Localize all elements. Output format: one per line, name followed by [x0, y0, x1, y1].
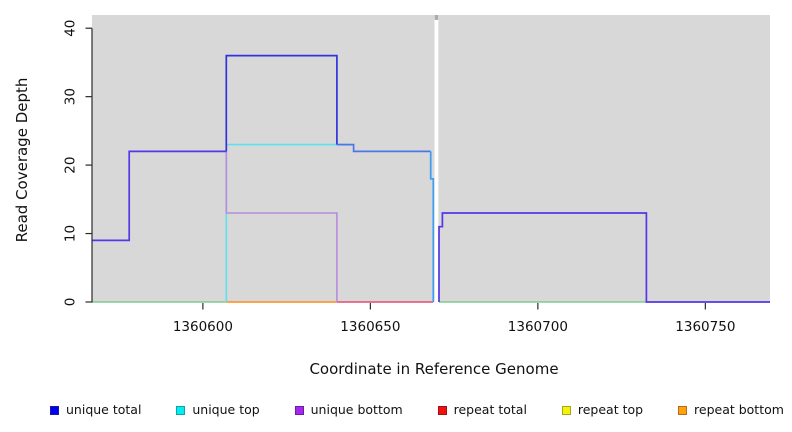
legend-swatch-icon — [294, 405, 304, 415]
legend-item-repeat-top: repeat top — [561, 401, 644, 417]
y-tick-label: 20 — [63, 157, 79, 174]
unique-total-royalblue-line — [336, 143, 431, 153]
legend-swatch-icon — [678, 405, 688, 415]
legend-swatch-icon — [437, 405, 447, 415]
legend-swatch-icon — [561, 405, 571, 415]
x-axis-title: Coordinate in Reference Genome — [309, 360, 558, 378]
unique-total-violet-right-line — [438, 212, 770, 303]
legend-label: unique bottom — [310, 401, 403, 417]
gap-top-stub — [434, 15, 438, 20]
legend-item-repeat-bottom: repeat bottom — [678, 401, 784, 417]
legend-swatch-icon — [176, 405, 186, 415]
y-tick-label: 40 — [63, 20, 79, 37]
legend-swatch-icon — [50, 405, 59, 415]
chart-legend: unique total unique top unique bottom repea… — [0, 397, 792, 423]
x-tick-label: 1360700 — [508, 319, 568, 335]
masked-gap-band — [434, 15, 439, 303]
axis-layer: 0 10 20 30 40 1360600 1360650 1360700 1360750 — [63, 20, 736, 335]
y-tick-label: 30 — [63, 88, 79, 105]
legend-label: unique top — [192, 401, 260, 417]
y-tick-label: 0 — [63, 298, 79, 307]
legend-label: unique total — [66, 401, 142, 417]
y-axis-title: Read Coverage Depth — [13, 78, 31, 243]
x-tick-label: 1360750 — [675, 319, 735, 335]
legend-label: repeat total — [453, 401, 527, 417]
legend-item-unique-total: unique total — [50, 401, 142, 417]
legend-item-unique-bottom: unique bottom — [294, 401, 403, 417]
unique-total-brightblue-line — [429, 151, 435, 302]
y-tick-label: 10 — [63, 225, 79, 242]
unique-bottom-purple-line — [225, 151, 338, 302]
legend-label: repeat top — [577, 401, 644, 417]
legend-label: repeat bottom — [694, 401, 784, 417]
series-layer — [92, 54, 770, 303]
x-tick-label: 1360650 — [340, 319, 400, 335]
unique-total-darkblue-line — [225, 54, 338, 152]
coverage-chart: 0 10 20 30 40 1360600 1360650 1360700 1360750 Co… — [13, 15, 770, 378]
legend-item-unique-top: unique top — [176, 401, 260, 417]
legend-item-repeat-total: repeat total — [437, 401, 527, 417]
gap-white-band — [434, 19, 439, 303]
x-tick-label: 1360600 — [173, 319, 233, 335]
unique-total-violet-left-line — [92, 150, 227, 242]
